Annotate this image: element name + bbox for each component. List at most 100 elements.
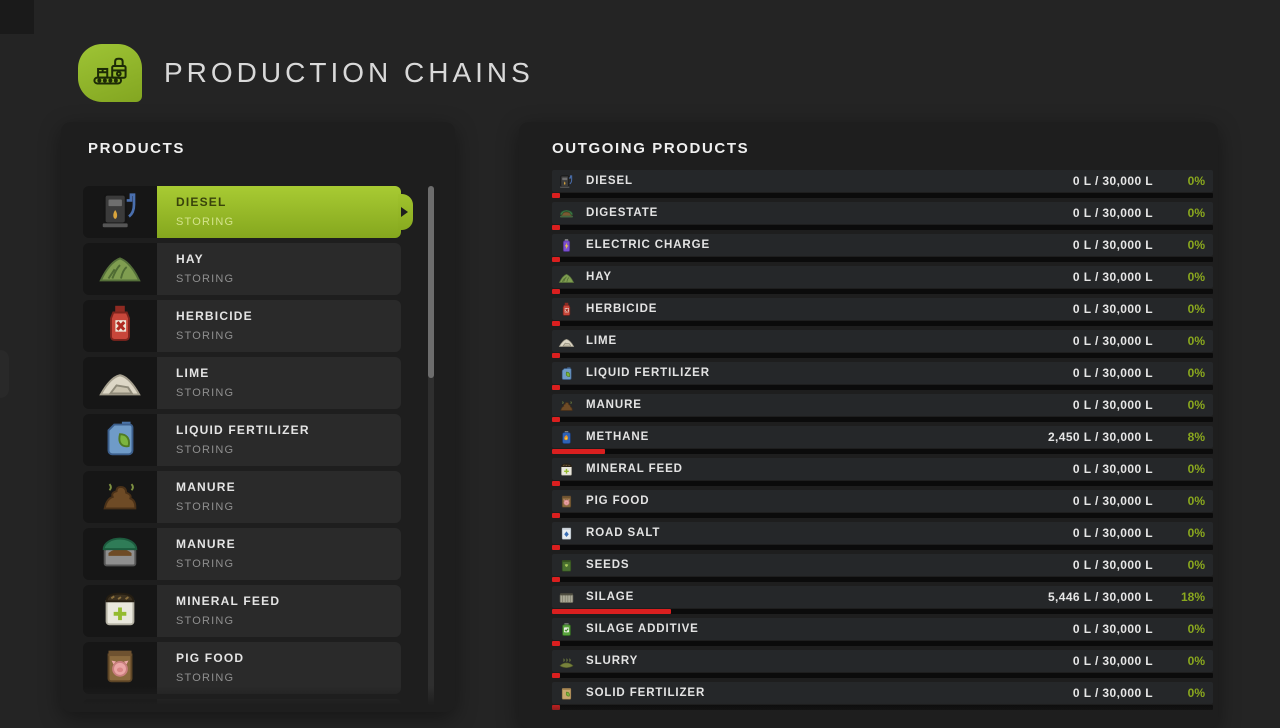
- outgoing-amount: 2,450 L / 30,000 L: [1047, 430, 1153, 444]
- product-icon-tile: [83, 300, 157, 352]
- product-icon-tile: [83, 642, 157, 694]
- product-item-body: LIME STORING: [157, 357, 401, 409]
- manure-icon: [558, 397, 575, 414]
- outgoing-row-bar: ROAD SALT 0 L / 30,000 L 0%: [552, 522, 1213, 544]
- products-panel: PRODUCTS DIESEL STORING HAY STORING HERBICID…: [61, 122, 455, 712]
- product-status: STORING: [176, 615, 235, 627]
- product-item-body: PIG FOOD STORING: [157, 642, 401, 694]
- product-item-partial[interactable]: [83, 699, 401, 709]
- mineral-feed-icon: [97, 586, 143, 637]
- product-name: DIESEL: [176, 195, 227, 209]
- outgoing-row-bar: PIG FOOD 0 L / 30,000 L 0%: [552, 490, 1213, 512]
- outgoing-row-bar: SLURRY 0 L / 30,000 L 0%: [552, 650, 1213, 672]
- manure-covered-icon: [97, 529, 143, 580]
- fill-level-track: [552, 385, 1213, 390]
- product-item-pig-food[interactable]: PIG FOOD STORING: [83, 642, 401, 694]
- product-item-body: HAY STORING: [157, 243, 401, 295]
- fill-level-bar: [552, 289, 560, 294]
- outgoing-product-name: DIESEL: [586, 175, 633, 187]
- slurry-icon: [558, 653, 575, 670]
- fill-level-bar: [552, 449, 605, 454]
- selected-item-arrow-icon: [398, 194, 413, 230]
- fill-level-track: [552, 417, 1213, 422]
- product-item-manure[interactable]: MANURE STORING: [83, 528, 401, 580]
- products-scrollbar[interactable]: [428, 186, 434, 706]
- silage-icon: [558, 589, 575, 606]
- outgoing-product-name: SILAGE: [586, 591, 635, 603]
- silage-additive-icon: [558, 621, 575, 638]
- outgoing-product-name: ELECTRIC CHARGE: [586, 239, 711, 251]
- product-item-body: [157, 699, 401, 709]
- product-item-lime[interactable]: LIME STORING: [83, 357, 401, 409]
- solid-fertilizer-icon: [558, 685, 575, 702]
- outgoing-row-hay: HAY 0 L / 30,000 L 0%: [552, 266, 1213, 294]
- outgoing-row-solid-fertilizer: SOLID FERTILIZER 0 L / 30,000 L 0%: [552, 682, 1213, 710]
- outgoing-row-bar: HAY 0 L / 30,000 L 0%: [552, 266, 1213, 288]
- outgoing-row-bar: LIME 0 L / 30,000 L 0%: [552, 330, 1213, 352]
- hay-icon: [558, 269, 575, 286]
- outgoing-row-bar: METHANE 2,450 L / 30,000 L 8%: [552, 426, 1213, 448]
- outgoing-row-pig-food: PIG FOOD 0 L / 30,000 L 0%: [552, 490, 1213, 518]
- outgoing-percent: 0%: [1187, 270, 1205, 284]
- outgoing-percent: 0%: [1187, 174, 1205, 188]
- outgoing-amount: 0 L / 30,000 L: [1072, 334, 1153, 348]
- product-icon-tile: [83, 585, 157, 637]
- product-item-diesel[interactable]: DIESEL STORING: [83, 186, 413, 238]
- outgoing-row-bar: ELECTRIC CHARGE 0 L / 30,000 L 0%: [552, 234, 1213, 256]
- outgoing-percent: 0%: [1187, 654, 1205, 668]
- fill-level-bar: [552, 673, 560, 678]
- product-item-herbicide[interactable]: HERBICIDE STORING: [83, 300, 401, 352]
- outgoing-row-road-salt: ROAD SALT 0 L / 30,000 L 0%: [552, 522, 1213, 550]
- outgoing-row-bar: SEEDS 0 L / 30,000 L 0%: [552, 554, 1213, 576]
- product-name: HERBICIDE: [176, 309, 253, 323]
- fill-level-track: [552, 321, 1213, 326]
- fill-level-track: [552, 449, 1213, 454]
- products-panel-title: PRODUCTS: [88, 140, 185, 157]
- outgoing-product-name: SLURRY: [586, 655, 639, 667]
- outgoing-product-name: DIGESTATE: [586, 207, 659, 219]
- outgoing-percent: 0%: [1187, 334, 1205, 348]
- seeds-icon: [558, 557, 575, 574]
- outgoing-product-name: LIQUID FERTILIZER: [586, 367, 710, 379]
- outgoing-panel-title: OUTGOING PRODUCTS: [552, 140, 750, 157]
- electric-charge-icon: [558, 237, 575, 254]
- product-item-hay[interactable]: HAY STORING: [83, 243, 401, 295]
- diesel-icon: [558, 173, 575, 190]
- fill-level-track: [552, 609, 1213, 614]
- outgoing-product-name: MANURE: [586, 399, 642, 411]
- pig-food-icon: [558, 493, 575, 510]
- outgoing-row-lime: LIME 0 L / 30,000 L 0%: [552, 330, 1213, 358]
- outgoing-amount: 0 L / 30,000 L: [1072, 302, 1153, 316]
- outgoing-row-methane: METHANE 2,450 L / 30,000 L 8%: [552, 426, 1213, 454]
- fill-level-bar: [552, 577, 560, 582]
- product-name: MANURE: [176, 480, 236, 494]
- product-status: STORING: [176, 444, 235, 456]
- page-title: PRODUCTION CHAINS: [164, 57, 534, 88]
- outgoing-row-liquid-fertilizer: LIQUID FERTILIZER 0 L / 30,000 L 0%: [552, 362, 1213, 390]
- outgoing-amount: 0 L / 30,000 L: [1072, 558, 1153, 572]
- product-item-mineral-feed[interactable]: MINERAL FEED STORING: [83, 585, 401, 637]
- product-icon-tile: [83, 699, 157, 709]
- outgoing-amount: 0 L / 30,000 L: [1072, 270, 1153, 284]
- product-item-liquid-fertilizer[interactable]: LIQUID FERTILIZER STORING: [83, 414, 401, 466]
- product-status: STORING: [176, 216, 235, 228]
- outgoing-row-seeds: SEEDS 0 L / 30,000 L 0%: [552, 554, 1213, 582]
- road-salt-icon: [558, 525, 575, 542]
- outgoing-amount: 0 L / 30,000 L: [1072, 174, 1153, 188]
- product-item-body: LIQUID FERTILIZER STORING: [157, 414, 401, 466]
- outgoing-amount: 0 L / 30,000 L: [1072, 654, 1153, 668]
- product-icon-tile: [83, 357, 157, 409]
- outgoing-row-bar: HERBICIDE 0 L / 30,000 L 0%: [552, 298, 1213, 320]
- outgoing-row-bar: SILAGE 5,446 L / 30,000 L 18%: [552, 586, 1213, 608]
- outgoing-product-name: SOLID FERTILIZER: [586, 687, 706, 699]
- product-item-manure[interactable]: MANURE STORING: [83, 471, 401, 523]
- outgoing-percent: 0%: [1187, 494, 1205, 508]
- outgoing-product-name: PIG FOOD: [586, 495, 650, 507]
- outgoing-product-name: LIME: [586, 335, 618, 347]
- outgoing-amount: 0 L / 30,000 L: [1072, 526, 1153, 540]
- scrollbar-thumb[interactable]: [428, 186, 434, 379]
- fill-level-track: [552, 481, 1213, 486]
- outgoing-row-bar: SILAGE ADDITIVE 0 L / 30,000 L 0%: [552, 618, 1213, 640]
- product-status: STORING: [176, 273, 235, 285]
- outgoing-product-name: SEEDS: [586, 559, 630, 571]
